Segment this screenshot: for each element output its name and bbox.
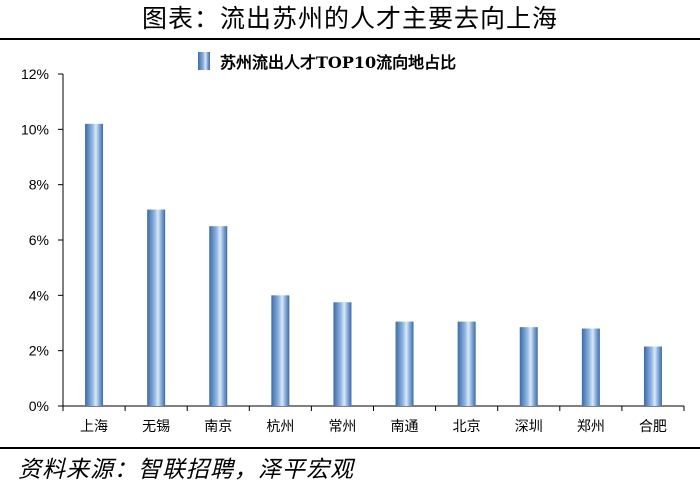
- bar: [643, 346, 662, 406]
- x-tick-label: 郑州: [577, 419, 605, 435]
- bar: [333, 302, 352, 406]
- bar: [147, 209, 166, 406]
- bar: [271, 295, 290, 406]
- bar: [209, 226, 228, 406]
- bar: [519, 327, 538, 406]
- title-rule: [0, 38, 700, 40]
- y-tick-label: 8%: [29, 177, 49, 193]
- y-tick-label: 6%: [29, 232, 49, 248]
- legend-label: 苏州流出人才TOP10流向地占比: [220, 53, 457, 72]
- legend-swatch: [198, 52, 210, 70]
- bar-chart: 0% 2% 4% 6% 8% 10% 12% 上海 无锡 南京 杭州 常州 南通 北京 深圳 郑州 合肥: [21, 66, 685, 435]
- y-tick-label: 0%: [29, 398, 49, 414]
- source-note: 资料来源：智联招聘，泽平宏观: [18, 457, 354, 483]
- bar: [85, 123, 104, 407]
- x-tick-label: 南通: [391, 419, 419, 435]
- y-tick-label: 10%: [21, 121, 49, 137]
- x-tick-label: 上海: [80, 419, 108, 435]
- y-tick-label: 12%: [21, 66, 49, 82]
- x-tick-label: 北京: [453, 419, 481, 435]
- x-tick-label: 合肥: [639, 419, 667, 435]
- chart-legend: 苏州流出人才TOP10流向地占比: [198, 50, 456, 72]
- y-tick-label: 4%: [29, 287, 49, 303]
- x-tick-label: 无锡: [142, 419, 170, 435]
- figure-title: 图表：流出苏州的人才主要去向上海: [141, 4, 558, 33]
- footer-rule: [0, 447, 700, 449]
- x-tick-label: 常州: [328, 419, 356, 435]
- bar: [395, 321, 414, 406]
- y-tick-label: 2%: [29, 343, 49, 359]
- bar: [457, 321, 476, 406]
- bar: [581, 328, 600, 406]
- x-tick-label: 杭州: [266, 419, 294, 435]
- x-tick-label: 深圳: [515, 419, 543, 435]
- x-tick-label: 南京: [204, 419, 232, 435]
